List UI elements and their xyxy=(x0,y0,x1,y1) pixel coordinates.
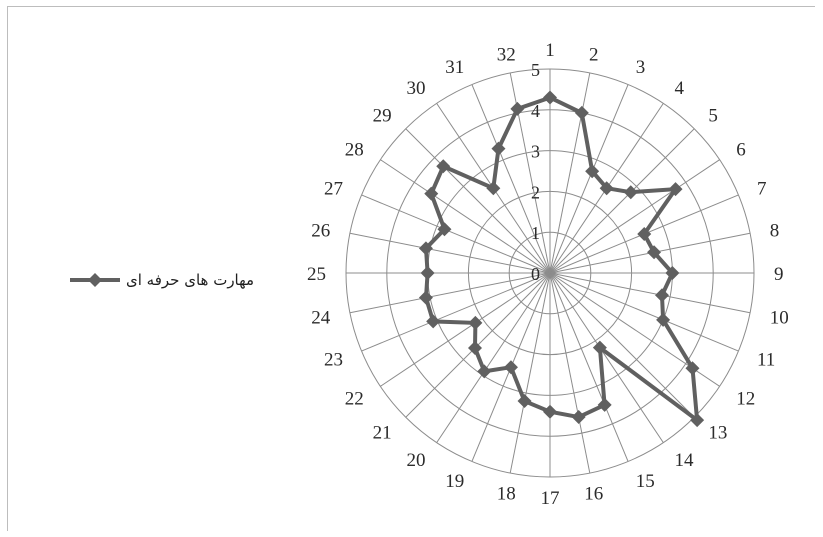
grid-spoke xyxy=(405,128,551,274)
data-point-marker xyxy=(503,360,518,375)
chart-frame xyxy=(7,6,815,531)
data-point-marker xyxy=(647,245,662,260)
data-point-marker xyxy=(665,266,680,280)
category-label: 32 xyxy=(497,44,516,65)
data-point-marker xyxy=(668,182,683,197)
data-point-marker xyxy=(467,341,482,356)
category-label: 8 xyxy=(770,220,780,241)
category-label: 23 xyxy=(324,350,343,371)
category-label: 4 xyxy=(674,78,684,99)
data-point-marker xyxy=(592,340,607,355)
category-label: 16 xyxy=(584,484,603,505)
category-label: 30 xyxy=(407,78,426,99)
data-point-marker xyxy=(517,394,532,409)
category-label: 3 xyxy=(636,57,646,78)
grid-spoke xyxy=(380,159,551,274)
data-point-marker xyxy=(623,185,638,200)
data-point-marker xyxy=(655,288,670,303)
data-point-marker xyxy=(510,101,525,116)
category-label: 20 xyxy=(407,450,426,471)
category-label: 2 xyxy=(589,44,599,65)
frame-top-edge xyxy=(7,6,815,7)
category-label: 28 xyxy=(345,140,364,161)
data-point-marker xyxy=(418,241,433,256)
data-point-marker xyxy=(468,315,483,330)
category-label: 9 xyxy=(774,264,784,285)
category-label: 21 xyxy=(373,422,392,443)
grid-spoke xyxy=(549,272,739,352)
category-label: 11 xyxy=(757,350,775,371)
grid-spoke xyxy=(361,272,551,352)
data-point-marker xyxy=(437,222,452,237)
category-label: 29 xyxy=(373,106,392,127)
data-point-marker xyxy=(585,164,600,179)
category-label: 10 xyxy=(770,308,789,329)
category-label: 26 xyxy=(311,220,330,241)
grid-spoke xyxy=(349,232,551,274)
grid-spoke xyxy=(349,272,551,314)
category-label: 25 xyxy=(307,264,326,285)
series-line xyxy=(423,95,700,425)
data-point-marker xyxy=(418,290,433,305)
grid-spoke xyxy=(436,272,551,443)
category-label: 18 xyxy=(497,484,516,505)
ring-tick-label: 3 xyxy=(531,142,540,162)
grid-spoke xyxy=(509,272,551,474)
category-label: 7 xyxy=(757,178,767,199)
grid-spoke xyxy=(549,72,591,274)
grid-spoke xyxy=(549,159,720,274)
data-point-marker xyxy=(420,266,435,280)
grid-spoke xyxy=(549,272,629,462)
grid-spoke xyxy=(549,272,695,418)
ring-tick-label: 2 xyxy=(531,182,540,202)
data-point-marker xyxy=(424,186,439,201)
category-label: 15 xyxy=(636,471,655,492)
category-label: 27 xyxy=(324,178,343,199)
data-point-marker xyxy=(477,364,492,379)
grid-spoke xyxy=(549,128,695,274)
data-point-marker xyxy=(486,181,501,196)
ring-tick-label: 1 xyxy=(531,223,540,243)
category-label: 13 xyxy=(708,422,727,443)
grid-spoke xyxy=(380,272,551,387)
category-label: 12 xyxy=(736,388,755,409)
grid-spoke xyxy=(549,272,751,314)
data-point-marker xyxy=(491,141,506,156)
category-label: 22 xyxy=(345,388,364,409)
data-point-marker xyxy=(574,105,589,120)
data-point-marker xyxy=(543,404,557,419)
grid-spoke xyxy=(549,272,591,474)
legend-swatch-marker xyxy=(88,273,102,287)
category-label: 19 xyxy=(445,471,464,492)
data-point-marker xyxy=(685,361,700,376)
data-point-marker xyxy=(571,410,586,425)
category-label: 1 xyxy=(545,40,555,61)
frame-left-edge xyxy=(7,6,8,531)
data-point-marker xyxy=(436,159,451,174)
ring-tick-label: 5 xyxy=(531,60,540,80)
category-label: 14 xyxy=(674,450,694,471)
ring-tick-label: 4 xyxy=(531,101,540,121)
data-point-marker xyxy=(599,181,614,196)
data-point-marker xyxy=(690,413,705,428)
data-point-marker xyxy=(637,226,652,241)
data-point-marker xyxy=(597,397,612,412)
data-point-marker xyxy=(656,312,671,327)
category-label: 17 xyxy=(541,488,560,509)
category-label: 5 xyxy=(708,106,718,127)
data-point-marker xyxy=(543,90,557,105)
grid-spoke xyxy=(361,194,551,274)
grid-spoke xyxy=(471,84,551,274)
grid-spoke xyxy=(549,272,664,443)
grid-spoke xyxy=(549,84,629,274)
category-label: 24 xyxy=(311,308,331,329)
ring-tick-label: 0 xyxy=(531,264,540,284)
legend-label: مهارت های حرفه ای xyxy=(126,271,254,289)
data-point-marker xyxy=(426,314,441,329)
category-label: 31 xyxy=(445,57,464,78)
category-label: 6 xyxy=(736,140,746,161)
